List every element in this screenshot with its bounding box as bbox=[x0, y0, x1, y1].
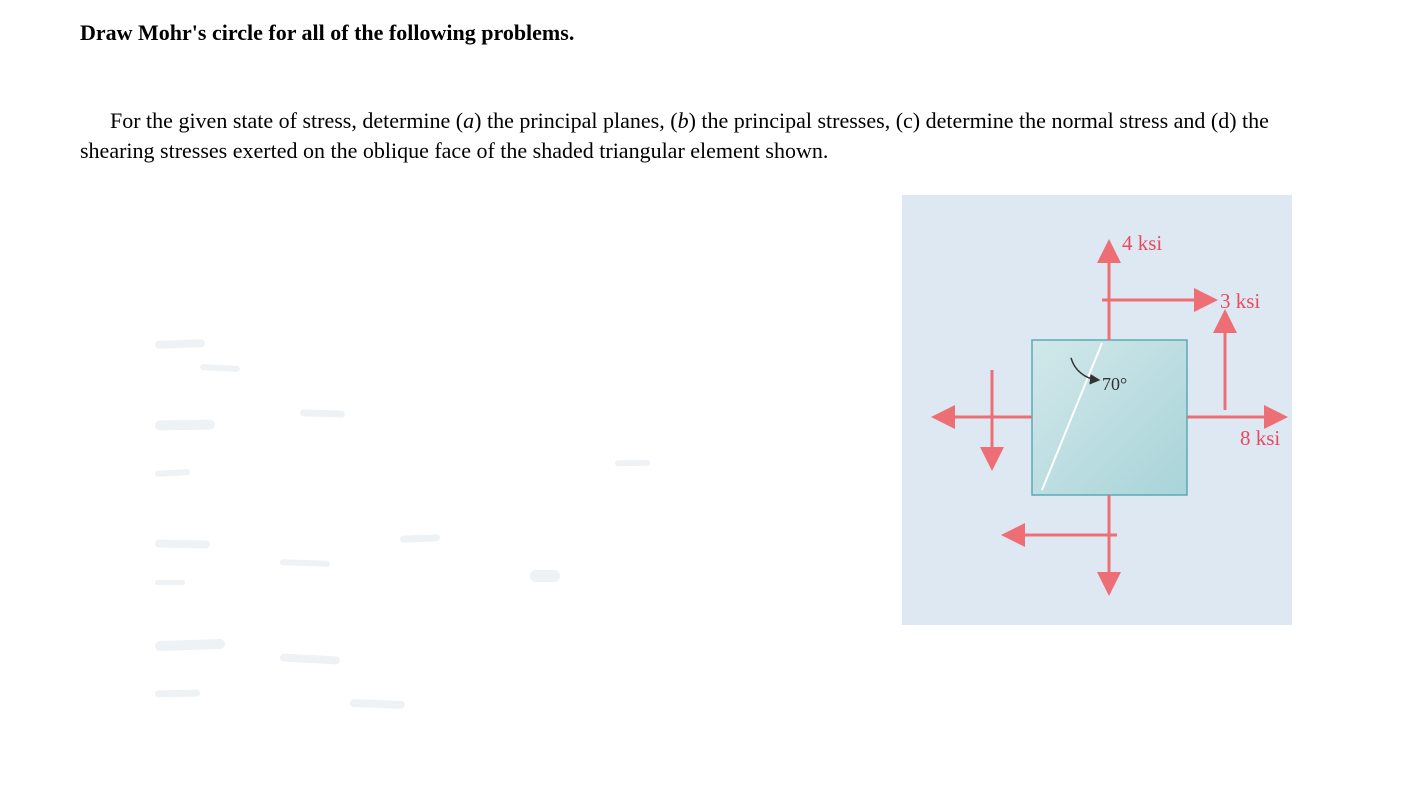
label-top-stress: 4 ksi bbox=[1122, 231, 1162, 255]
stress-diagram: 4 ksi 3 ksi 8 ksi 70° bbox=[902, 195, 1292, 625]
diagram-svg: 4 ksi 3 ksi 8 ksi 70° bbox=[902, 195, 1292, 625]
page-title: Draw Mohr's circle for all of the follow… bbox=[80, 20, 1332, 46]
problem-intro: For the given state of stress, determine… bbox=[110, 108, 463, 133]
problem-text: For the given state of stress, determine… bbox=[80, 106, 1332, 165]
content-area: 4 ksi 3 ksi 8 ksi 70° bbox=[80, 195, 1332, 645]
label-right-stress: 8 ksi bbox=[1240, 426, 1280, 450]
part-a-label: a bbox=[463, 108, 474, 133]
part-a-text: ) the principal planes, ( bbox=[474, 108, 677, 133]
label-angle: 70° bbox=[1102, 374, 1127, 394]
stress-element-square bbox=[1032, 340, 1187, 495]
part-b-label: b bbox=[678, 108, 689, 133]
label-shear-stress: 3 ksi bbox=[1220, 289, 1260, 313]
